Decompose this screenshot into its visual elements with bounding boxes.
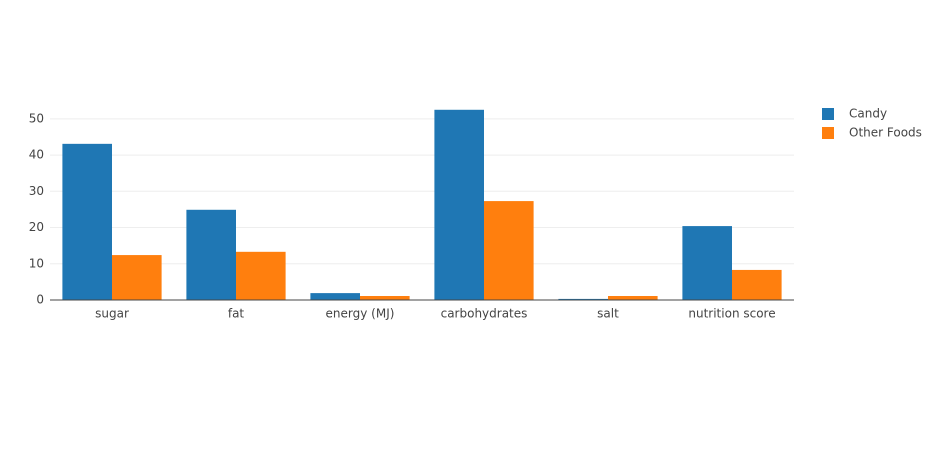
bar <box>186 209 236 300</box>
y-tick-label: 20 <box>29 220 44 234</box>
bar <box>558 298 608 300</box>
bar <box>310 293 360 300</box>
y-tick-label: 0 <box>36 293 44 307</box>
y-tick-label: 40 <box>29 148 44 162</box>
bar <box>732 269 782 300</box>
x-tick-label: nutrition score <box>688 307 775 321</box>
y-tick-label: 50 <box>29 111 44 125</box>
x-tick-label: sugar <box>95 307 129 321</box>
x-tick-label: fat <box>228 307 245 321</box>
bar <box>484 201 534 300</box>
x-tick-label: carbohydrates <box>441 307 528 321</box>
bar <box>434 109 484 300</box>
bar <box>360 296 410 300</box>
y-tick-label: 10 <box>29 256 44 270</box>
y-tick-label: 30 <box>29 184 44 198</box>
legend-label: Other Foods <box>849 126 922 140</box>
legend-swatch <box>822 127 834 139</box>
legend-swatch <box>822 108 834 120</box>
legend-label: Candy <box>849 107 887 121</box>
bar <box>62 143 112 300</box>
bar <box>682 226 732 300</box>
bar <box>112 255 162 300</box>
bar <box>236 251 286 300</box>
x-tick-label: salt <box>597 307 619 321</box>
x-tick-label: energy (MJ) <box>326 307 395 321</box>
bar <box>608 296 658 300</box>
